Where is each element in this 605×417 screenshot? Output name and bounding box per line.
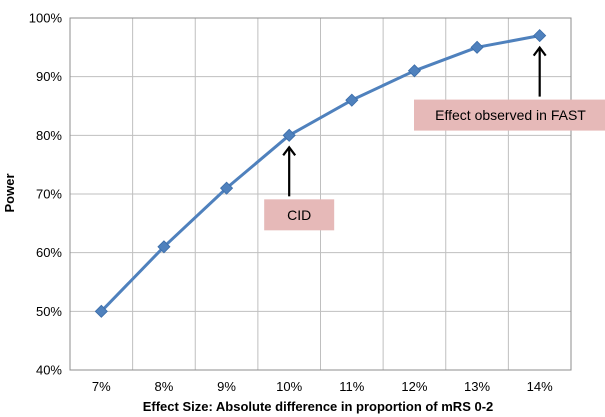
x-tick-label: 10% (276, 379, 302, 394)
annotation-label: Effect observed in FAST (435, 107, 586, 123)
y-tick-label: 60% (36, 245, 62, 260)
annotations: CID Effect observed in FAST (264, 45, 605, 231)
data-point-marker (94, 304, 108, 318)
y-tick-label: 50% (36, 304, 62, 319)
data-point-marker (407, 64, 422, 78)
annotation-arrowhead (532, 45, 547, 57)
data-point-marker (219, 181, 234, 195)
data-point-marker (345, 93, 359, 107)
y-tick-label: 80% (36, 128, 62, 143)
x-axis-title: Effect Size: Absolute difference in prop… (143, 399, 494, 414)
annotation-box (414, 99, 605, 131)
axes: 40% 50% 60% 70% 80% 90% 100% 7% 8% 9% 10% 11% 12% 13%… (29, 11, 572, 394)
annotation-arrowhead (282, 145, 297, 156)
series-line (100, 34, 540, 313)
y-tick-label: 100% (29, 11, 63, 26)
x-tick-label: 12% (401, 379, 427, 394)
annotation-label: CID (287, 207, 311, 223)
x-tick-label: 8% (155, 379, 174, 394)
y-axis-title: Power (2, 173, 17, 212)
data-point-marker (282, 128, 296, 142)
data-point-marker (470, 40, 484, 54)
x-tick-label: 9% (217, 379, 236, 394)
y-tick-label: 40% (36, 363, 62, 378)
gridlines (69, 17, 572, 371)
series-layer (94, 29, 547, 318)
y-tick-label: 90% (36, 69, 62, 84)
plot-area-border (69, 17, 572, 371)
data-point-marker (533, 29, 547, 43)
annotation-box (264, 199, 335, 231)
data-point-marker (157, 240, 171, 254)
x-tick-label: 14% (527, 379, 553, 394)
x-tick-label: 11% (339, 379, 364, 394)
x-tick-label: 13% (464, 379, 490, 394)
y-tick-label: 70% (36, 187, 62, 202)
x-tick-label: 7% (92, 379, 111, 394)
